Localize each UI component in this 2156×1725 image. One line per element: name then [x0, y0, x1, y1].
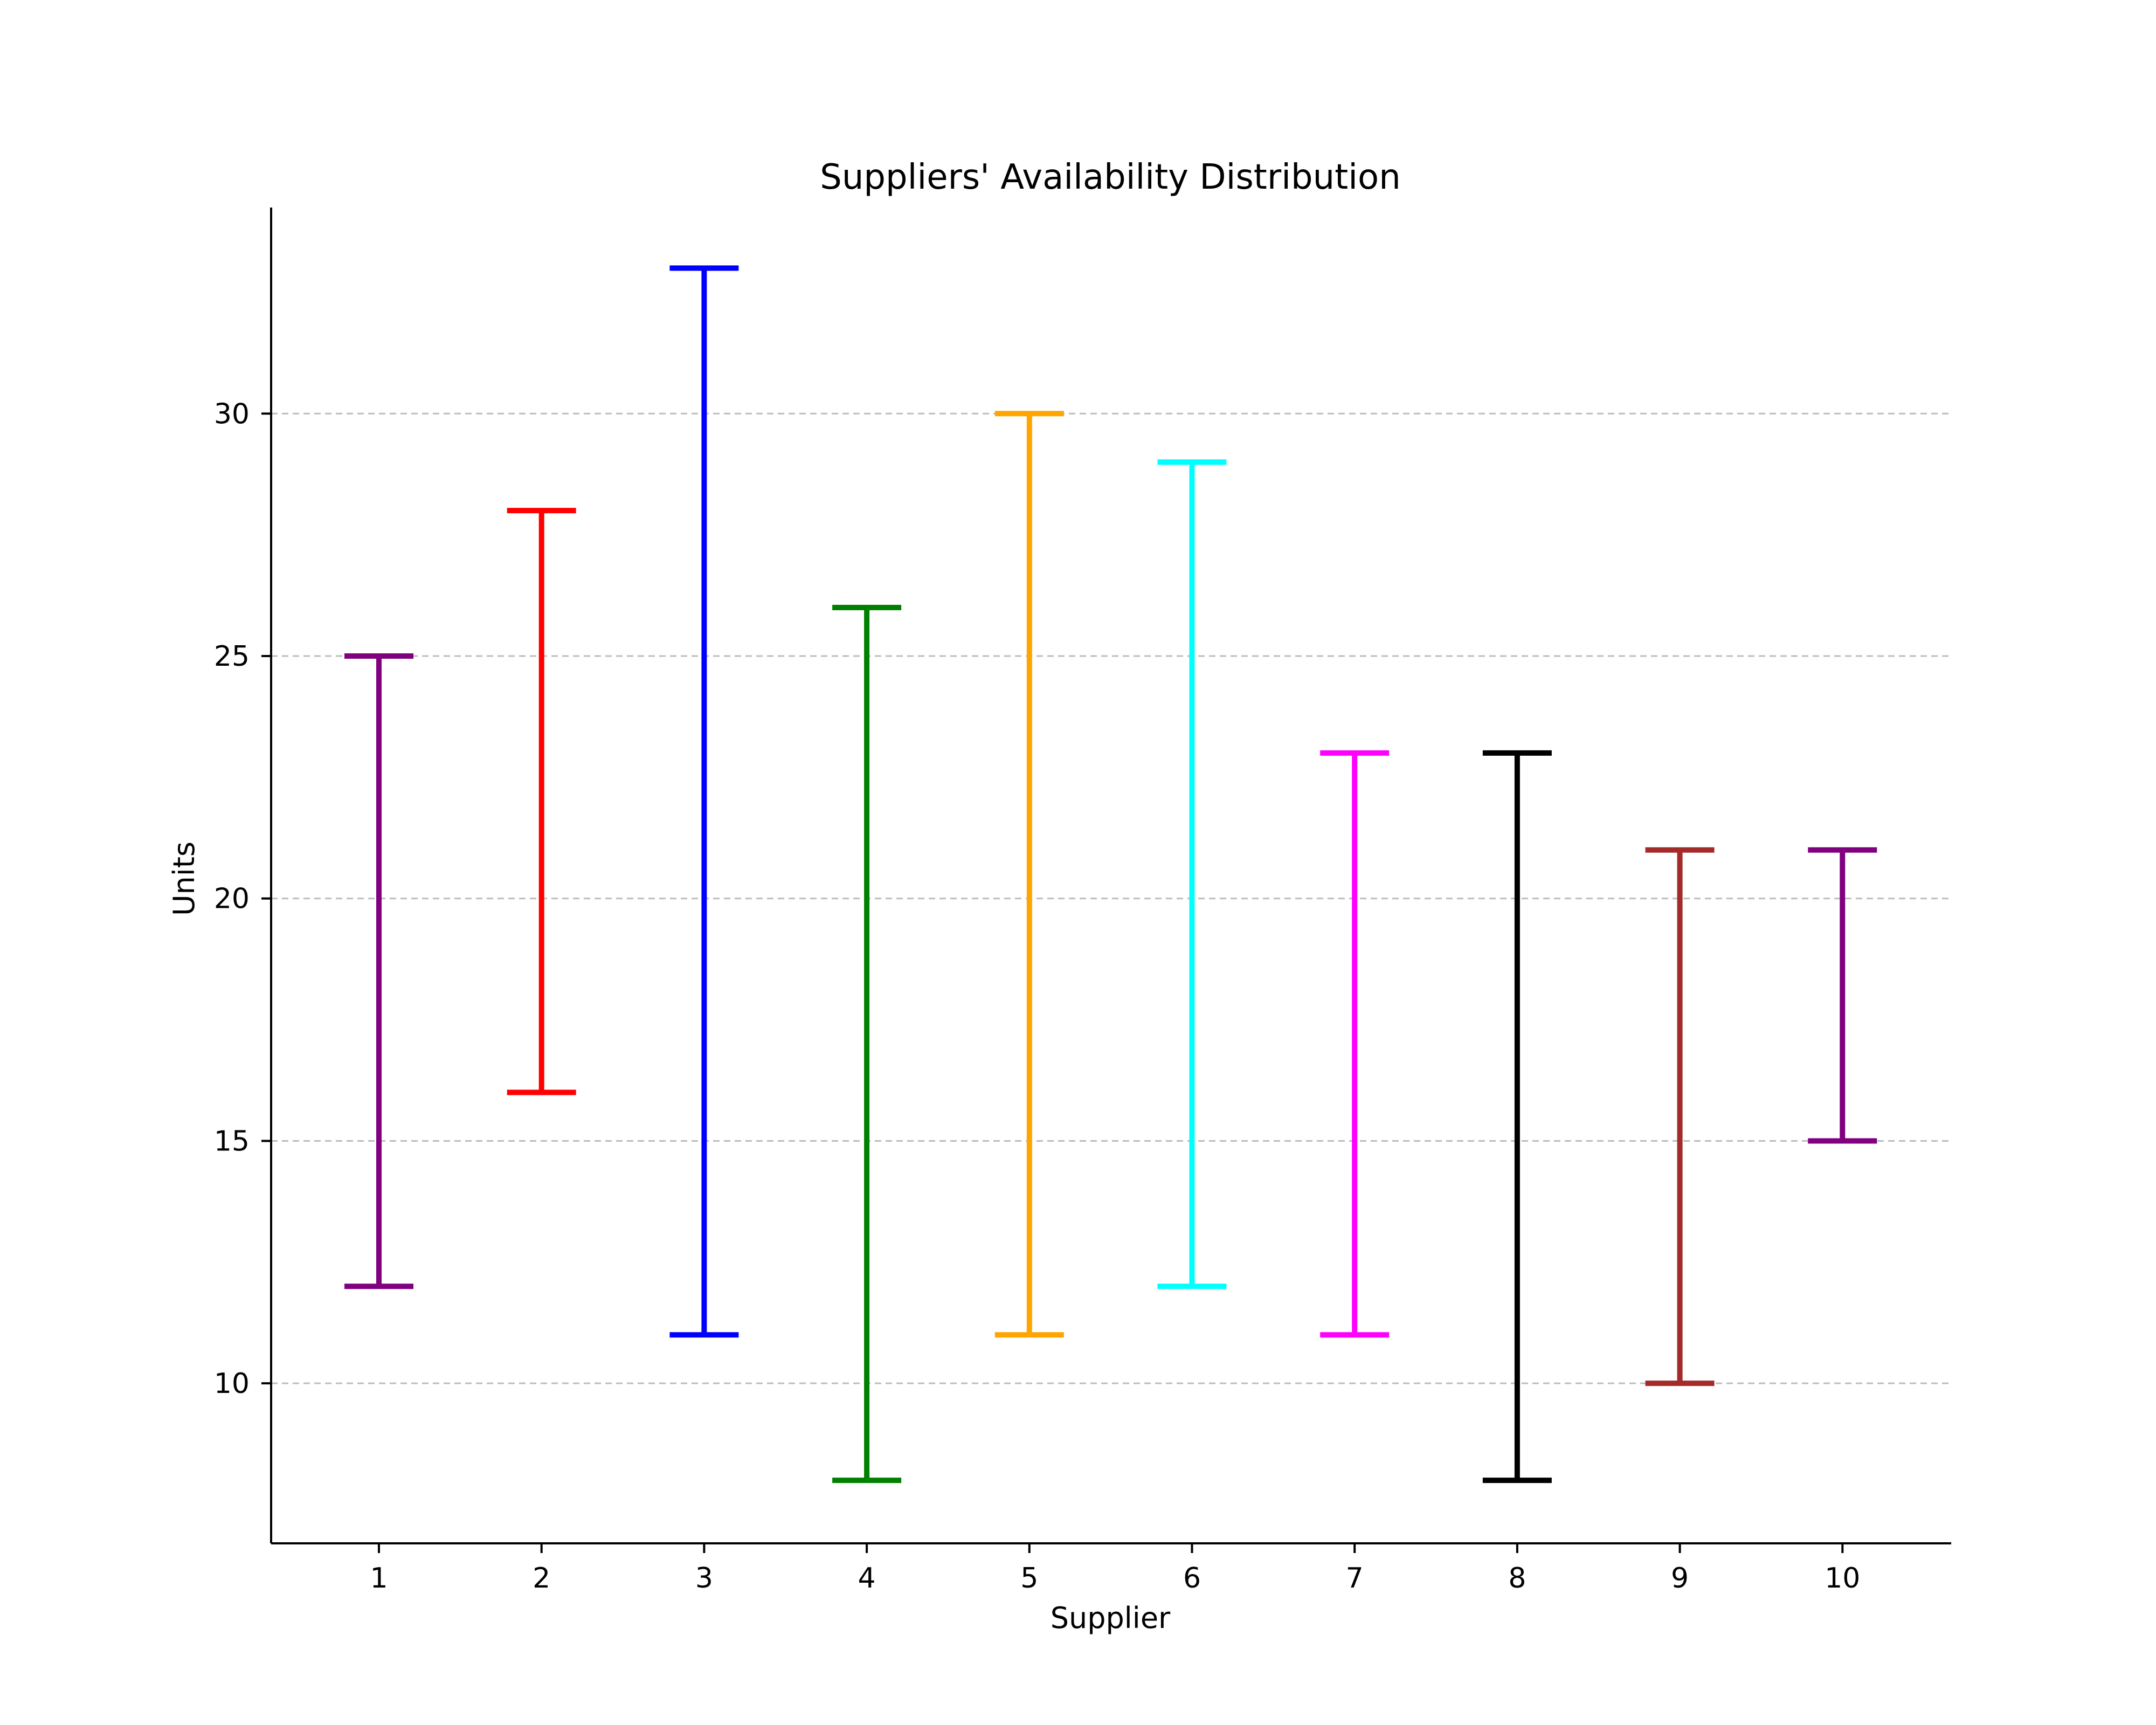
range-bar-supplier-4 [832, 605, 902, 1484]
chart-title: Suppliers' Availability Distribution [820, 157, 1401, 197]
x-tick-label-2: 2 [533, 1562, 550, 1595]
range-bar-supplier-7 [1320, 750, 1390, 1338]
y-axis-title: Units [167, 841, 201, 916]
y-tick-label-15: 15 [214, 1125, 250, 1157]
range-bar-supplier-3 [669, 265, 739, 1338]
range-bar-supplier-1 [344, 653, 413, 1289]
y-tick-label-10: 10 [214, 1368, 250, 1400]
y-tick-label-25: 25 [214, 640, 250, 673]
range-bar-supplier-10 [1808, 847, 1877, 1144]
x-tick-label-5: 5 [1020, 1562, 1038, 1595]
range-bar-supplier-6 [1157, 459, 1227, 1289]
gridlines [271, 412, 1951, 1384]
x-tick-label-3: 3 [695, 1562, 713, 1595]
range-bars [344, 265, 1877, 1484]
y-tick-label-30: 30 [214, 398, 250, 430]
x-axis-ticks: 1 2 3 4 5 6 7 8 9 10 [370, 1543, 1860, 1595]
range-bar-supplier-8 [1482, 750, 1552, 1484]
range-bar-supplier-5 [994, 411, 1064, 1338]
x-tick-label-4: 4 [858, 1562, 876, 1595]
range-bar-supplier-9 [1645, 847, 1715, 1386]
y-axis-ticks: 10 15 20 25 30 [214, 398, 271, 1400]
x-tick-label-7: 7 [1346, 1562, 1364, 1595]
x-tick-label-1: 1 [370, 1562, 388, 1595]
x-tick-label-10: 10 [1825, 1562, 1860, 1595]
x-axis-title: Supplier [1051, 1601, 1171, 1635]
range-bar-supplier-2 [507, 508, 576, 1095]
y-tick-label-20: 20 [214, 883, 250, 915]
x-tick-label-9: 9 [1671, 1562, 1689, 1595]
x-tick-label-6: 6 [1183, 1562, 1201, 1595]
x-tick-label-8: 8 [1508, 1562, 1526, 1595]
